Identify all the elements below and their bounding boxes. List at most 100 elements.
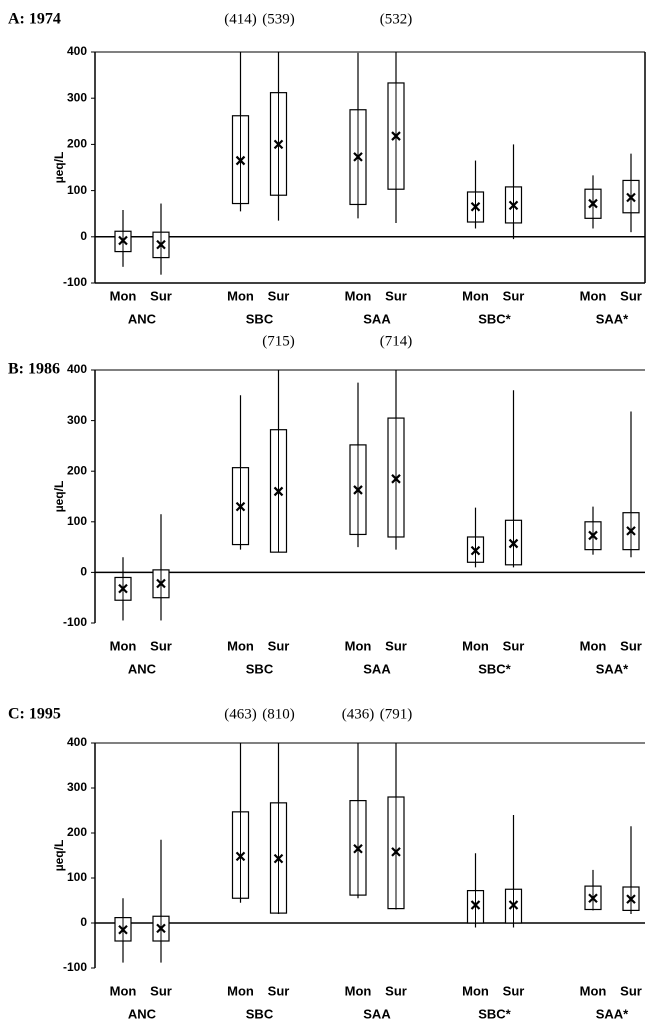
x-tick-label: Mon [110,638,137,653]
box-plot [387,743,405,910]
mean-marker [508,200,519,211]
mean-marker [470,545,481,556]
x-tick-label: Mon [462,983,489,998]
box-plot [504,390,523,568]
box-plot [584,175,602,229]
panel-title: A: 1974 [8,11,61,28]
x-tick-label: Sur [620,288,642,303]
max-annotation: (436) [342,706,375,722]
box-plot [584,506,602,555]
group-label: ANC [128,661,157,676]
x-tick-label: Mon [345,983,372,998]
box-plot [387,52,405,223]
x-tick-label: Sur [268,288,290,303]
x-tick-label: Mon [227,288,254,303]
box-plot [269,52,288,221]
y-tick-label: 400 [67,735,87,749]
x-tick-label: Sur [150,288,172,303]
x-tick-label: Sur [620,983,642,998]
box-plot [504,815,523,928]
x-tick-label: Sur [385,638,407,653]
y-tick-label: 0 [80,565,87,579]
box-plot [466,853,485,928]
box-plot [622,826,640,914]
x-tick-label: Sur [385,983,407,998]
x-tick-label: Sur [150,638,172,653]
group-label: SBC [246,311,274,326]
mean-marker [391,474,401,484]
group-label: SBC* [478,1006,511,1021]
mean-marker [273,139,284,150]
y-tick-label: 200 [67,825,87,839]
mean-marker [470,900,481,910]
mean-marker [508,900,519,910]
max-annotation: (791) [380,706,413,722]
group-label: SAA* [596,311,629,326]
y-tick-label: 400 [67,362,87,376]
box-plot [114,210,132,267]
y-tick-label: 100 [67,183,87,197]
mean-marker [626,526,636,536]
group-label: SBC [246,661,274,676]
box-plot [114,557,132,621]
box-plot [349,52,367,219]
group-label: ANC [128,311,157,326]
x-tick-label: Mon [110,983,137,998]
box-plot [466,160,485,229]
mean-marker [353,843,363,854]
y-axis-label: µeq/L [52,481,66,513]
x-tick-label: Sur [503,288,525,303]
x-tick-label: Mon [345,638,372,653]
mean-marker [235,501,246,512]
y-tick-label: 300 [67,780,87,794]
box-plot [584,869,602,911]
mean-marker [353,485,363,495]
mean-marker [391,847,401,857]
y-tick-label: -100 [63,615,87,629]
group-label: SBC [246,1006,274,1021]
box-plot [152,203,170,275]
y-axis-label: µeq/L [52,152,66,184]
group-label: SAA [363,311,391,326]
x-tick-label: Mon [462,288,489,303]
mean-marker [156,923,166,934]
x-tick-label: Mon [580,288,607,303]
mean-marker [235,851,246,862]
max-annotation: (715) [262,333,295,349]
x-tick-label: Mon [110,288,137,303]
x-tick-label: Mon [462,638,489,653]
y-tick-label: 200 [67,463,87,477]
mean-marker [508,538,519,549]
box-plot [269,743,288,914]
mean-marker [626,192,636,203]
y-tick-label: -100 [63,275,87,289]
mean-marker [156,578,166,589]
group-label: SAA [363,1006,391,1021]
x-tick-label: Sur [503,983,525,998]
panel-title: C: 1995 [8,706,61,723]
mean-marker [588,893,598,904]
group-label: ANC [128,1006,157,1021]
y-tick-label: 0 [80,915,87,929]
box-plot [466,507,485,568]
x-tick-label: Mon [580,638,607,653]
mean-marker [588,198,598,209]
box-plot [152,839,170,963]
mean-marker [118,235,128,246]
x-tick-label: Sur [503,638,525,653]
group-label: SAA [363,661,391,676]
y-tick-label: -100 [63,960,87,974]
x-tick-label: Mon [227,638,254,653]
mean-marker [118,583,128,594]
y-tick-label: 300 [67,90,87,104]
x-tick-label: Sur [385,288,407,303]
x-tick-label: Sur [268,638,290,653]
y-tick-label: 200 [67,137,87,151]
box-plot [504,144,523,240]
panel-title: B: 1986 [8,361,60,378]
max-annotation: (714) [380,333,413,349]
box-plot [349,743,367,899]
max-annotation: (414) [224,11,257,27]
y-tick-label: 300 [67,413,87,427]
mean-marker [235,155,246,166]
